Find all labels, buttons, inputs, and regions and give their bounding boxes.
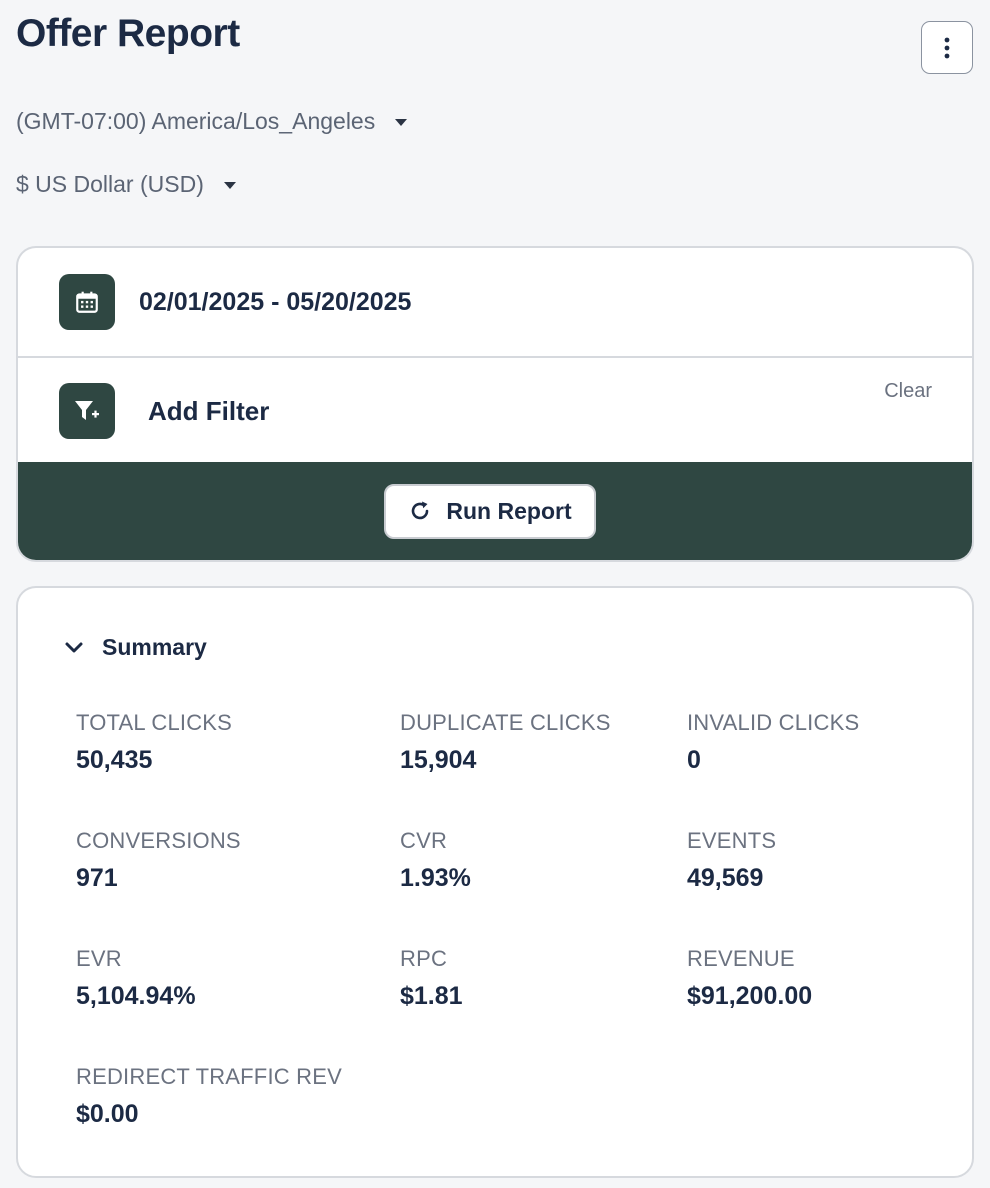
stat-revenue: REVENUE $91,200.00	[687, 946, 812, 1011]
summary-title: Summary	[102, 634, 207, 660]
clear-filters-link[interactable]: Clear	[884, 380, 932, 402]
stat-conversions: CONVERSIONS 971	[76, 828, 241, 893]
stat-duplicate-clicks: DUPLICATE CLICKS 15,904	[400, 710, 611, 775]
add-filter-label: Add Filter	[148, 395, 270, 426]
stat-redirect-traffic-rev: REDIRECT TRAFFIC REV $0.00	[76, 1064, 342, 1129]
stat-events: EVENTS 49,569	[687, 828, 776, 893]
stat-value: $0.00	[76, 1100, 139, 1128]
stat-label: CONVERSIONS	[76, 828, 241, 853]
calendar-icon	[59, 274, 115, 330]
stat-label: RPC	[400, 946, 448, 971]
stat-label: EVENTS	[687, 828, 777, 853]
filter-add-icon	[59, 383, 115, 439]
stat-label: EVR	[76, 946, 122, 971]
run-report-button[interactable]: Run Report	[384, 483, 596, 539]
stat-value: 49,569	[687, 864, 764, 892]
stat-value: 0	[687, 746, 701, 774]
stat-value: 5,104.94%	[76, 982, 196, 1010]
date-range-picker[interactable]: 02/01/2025 - 05/20/2025	[18, 248, 972, 358]
stat-label: TOTAL CLICKS	[76, 710, 233, 735]
summary-card: Summary TOTAL CLICKS 50,435 DUPLICATE CL…	[16, 586, 974, 1178]
add-filter-row[interactable]: Add Filter Clear	[18, 358, 972, 464]
caret-down-icon	[395, 119, 408, 126]
stat-value: $91,200.00	[687, 982, 813, 1010]
more-options-button[interactable]	[921, 21, 973, 74]
run-report-label: Run Report	[446, 497, 572, 524]
stat-cvr: CVR 1.93%	[400, 828, 471, 893]
stat-value: 971	[76, 864, 118, 892]
currency-dropdown[interactable]: $ US Dollar (USD)	[16, 171, 236, 198]
stat-value: $1.81	[400, 982, 463, 1010]
stat-label: REDIRECT TRAFFIC REV	[76, 1064, 342, 1089]
date-range-text: 02/01/2025 - 05/20/2025	[139, 287, 412, 316]
stat-value: 15,904	[400, 746, 477, 774]
stat-value: 50,435	[76, 746, 153, 774]
more-vertical-icon	[944, 37, 950, 58]
run-report-bar: Run Report	[18, 462, 972, 560]
stat-label: DUPLICATE CLICKS	[400, 710, 611, 735]
stat-label: REVENUE	[687, 946, 795, 971]
refresh-icon	[412, 501, 429, 520]
stat-invalid-clicks: INVALID CLICKS 0	[687, 710, 859, 775]
report-filter-card: 02/01/2025 - 05/20/2025 Add Filter Clear…	[16, 246, 974, 562]
currency-value: $ US Dollar (USD)	[16, 171, 204, 197]
stat-label: INVALID CLICKS	[687, 710, 860, 735]
timezone-value: (GMT-07:00) America/Los_Angeles	[16, 108, 376, 134]
stat-label: CVR	[400, 828, 448, 853]
caret-down-icon	[223, 182, 236, 189]
stat-total-clicks: TOTAL CLICKS 50,435	[76, 710, 232, 775]
stat-rpc: RPC $1.81	[400, 946, 463, 1011]
chevron-down-icon	[65, 642, 83, 652]
timezone-dropdown[interactable]: (GMT-07:00) America/Los_Angeles	[16, 108, 408, 135]
stat-evr: EVR 5,104.94%	[76, 946, 196, 1011]
summary-toggle[interactable]: Summary	[64, 634, 207, 661]
stat-value: 1.93%	[400, 864, 471, 892]
page-title: Offer Report	[16, 12, 240, 55]
